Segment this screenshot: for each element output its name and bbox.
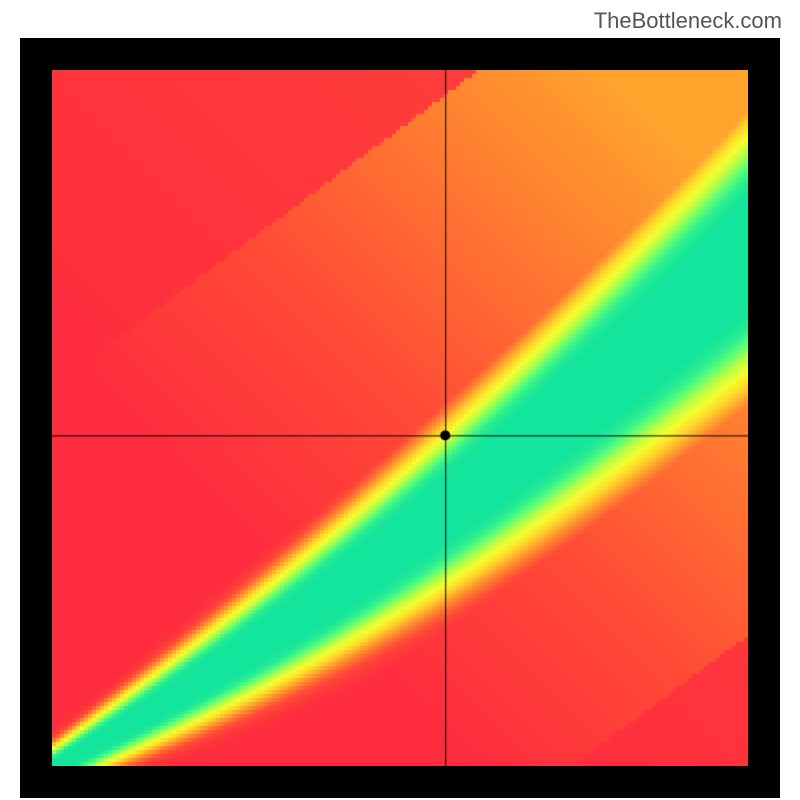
chart-container: TheBottleneck.com bbox=[0, 0, 800, 800]
heatmap-canvas bbox=[52, 70, 748, 766]
plot-frame bbox=[20, 38, 780, 798]
watermark-text: TheBottleneck.com bbox=[594, 8, 782, 34]
